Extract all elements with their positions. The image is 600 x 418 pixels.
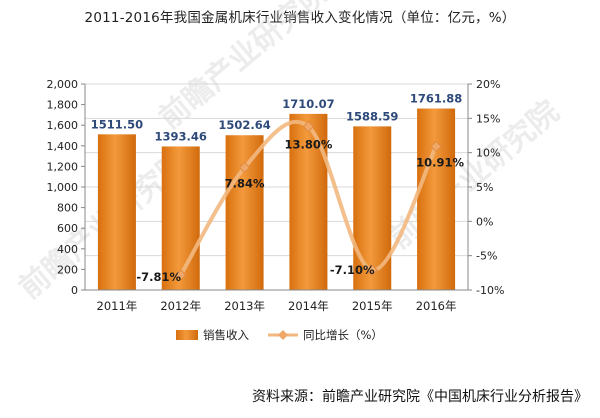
growth-point: [175, 269, 187, 281]
growth-value-label: -7.81%: [136, 270, 181, 284]
y-left-tick-label: 2,000: [47, 78, 79, 91]
growth-point: [366, 264, 378, 276]
growth-line: [178, 119, 439, 277]
y-left-tick-label: 1,600: [47, 119, 79, 132]
y-left-tick-label: 400: [57, 243, 78, 256]
bar-value-label: 1588.59: [346, 109, 398, 123]
bar-value-label: 1511.50: [91, 117, 143, 131]
legend-bar-label: 销售收入: [203, 328, 249, 342]
bar-value-label: 1502.64: [218, 118, 270, 132]
bar-value-label: 1710.07: [282, 97, 334, 111]
growth-value-label: 10.91%: [416, 155, 464, 169]
y-right-tick-label: 10%: [476, 147, 500, 160]
bar: [417, 108, 456, 290]
y-right-tick-label: 15%: [476, 112, 500, 125]
legend-line-marker: [278, 330, 288, 340]
growth-value-label: 13.80%: [284, 138, 332, 152]
y-right-tick-label: 20%: [476, 78, 500, 91]
chart-title: 2011-2016年我国金属机床行业销售收入变化情况（单位：亿元，%）: [84, 10, 516, 26]
y-right-tick-label: 5%: [476, 181, 493, 194]
y-left-tick-label: 1,800: [47, 99, 79, 112]
y-left-tick-label: 200: [57, 263, 78, 276]
x-tick-label: 2014年: [288, 299, 329, 313]
x-tick-label: 2016年: [416, 299, 457, 313]
y-left-tick-label: 0: [71, 284, 78, 297]
bar-value-label: 1393.46: [155, 129, 207, 143]
growth-point: [430, 140, 442, 153]
y-right-tick-label: 0%: [476, 215, 493, 228]
x-tick-label: 2015年: [352, 299, 393, 313]
legend-line-label: 同比增长（%）: [303, 328, 383, 342]
y-left-tick-label: 1,400: [47, 140, 79, 153]
y-left-tick-label: 1,200: [47, 160, 79, 173]
x-tick-label: 2013年: [224, 299, 265, 313]
y-right-tick-label: -5%: [476, 250, 497, 263]
growth-value-label: 7.84%: [225, 176, 265, 190]
x-tick-label: 2011年: [97, 299, 138, 313]
growth-point: [238, 161, 251, 174]
source-note: 资料来源：前瞻产业研究院《中国机床行业分析报告》: [252, 389, 588, 405]
bar: [97, 134, 136, 290]
y-right-tick-label: -10%: [476, 284, 504, 297]
bar-value-label: 1761.88: [410, 92, 462, 106]
y-left-tick-label: 600: [57, 222, 78, 235]
y-left-tick-label: 800: [57, 202, 78, 215]
x-tick-label: 2012年: [160, 299, 201, 313]
growth-point: [302, 120, 315, 133]
growth-value-label: -7.10%: [330, 263, 375, 277]
legend-bar-swatch: [176, 330, 198, 340]
bar: [225, 135, 264, 290]
bar: [161, 146, 200, 290]
y-left-tick-label: 1,000: [47, 181, 79, 194]
